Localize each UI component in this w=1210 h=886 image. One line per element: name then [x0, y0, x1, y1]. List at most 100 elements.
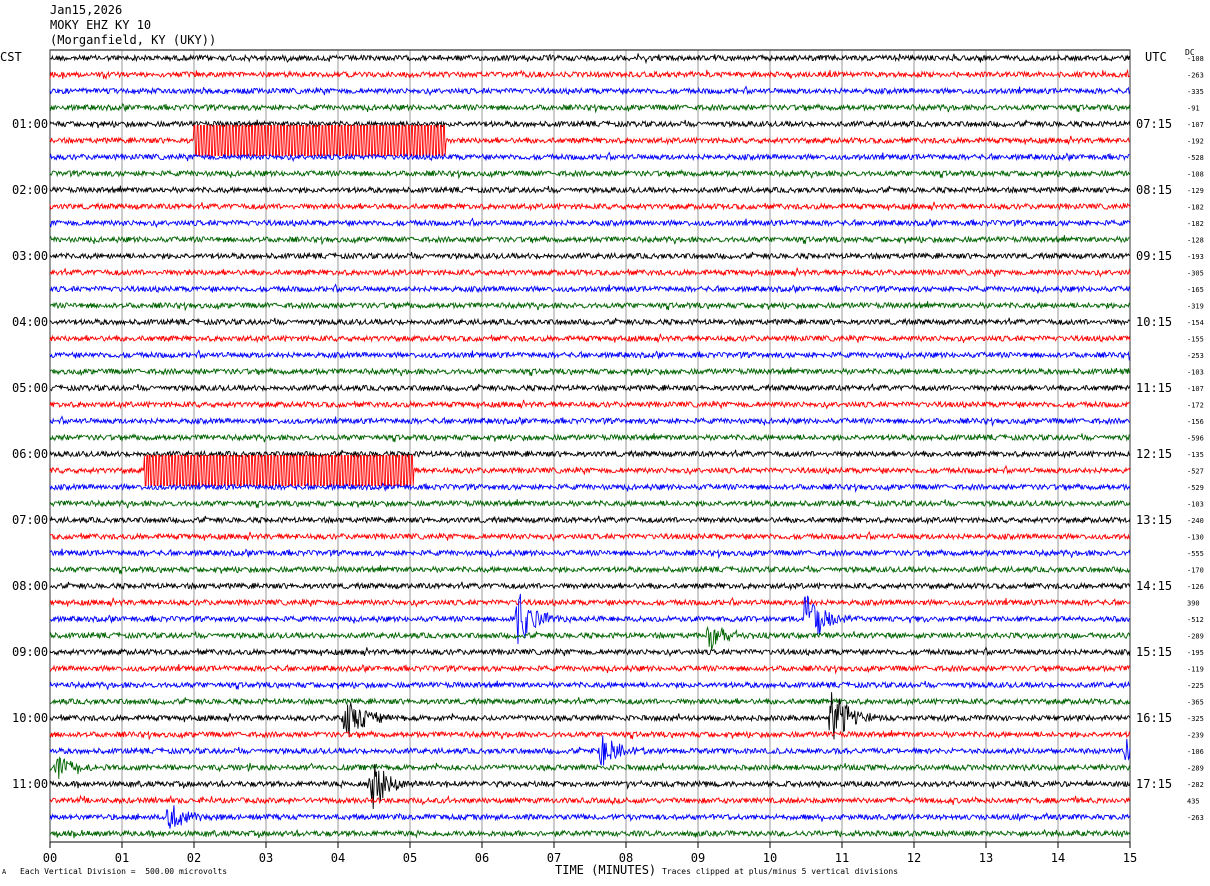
cst-hour-label: 07:00	[12, 513, 48, 527]
trace-row-16	[49, 317, 1131, 327]
dc-offset-20: -107	[1187, 385, 1204, 393]
trace-row-21	[49, 399, 1130, 410]
cst-hour-label: 02:00	[12, 183, 48, 197]
trace-row-27	[49, 499, 1131, 509]
minute-gridlines	[49, 50, 1131, 848]
x-tick-label-10: 10	[763, 851, 777, 865]
dc-offset-6: -528	[1187, 154, 1204, 162]
dc-offset-44: -282	[1187, 781, 1204, 789]
station-label: MOKY EHZ KY 10	[50, 18, 152, 32]
utc-label: UTC	[1145, 50, 1167, 64]
cst-hour-label: 09:00	[12, 645, 48, 659]
dc-offset-41: -239	[1187, 732, 1204, 740]
trace-row-43	[49, 756, 1131, 779]
dc-offset-23: -596	[1187, 435, 1204, 443]
dc-offset-25: -527	[1187, 468, 1204, 476]
trace-row-44	[49, 763, 1131, 810]
dc-offset-42: -106	[1187, 748, 1204, 756]
dc-offset-33: 390	[1187, 600, 1200, 608]
trace-row-10	[49, 217, 1131, 229]
axis-labels: 00 01 02 03 04 05 06 07 08 09 10 11 12 13 14 15 -108 -263…	[12, 55, 1204, 865]
dc-offset-1: -263	[1187, 72, 1204, 80]
cst-hour-label: 06:00	[12, 447, 48, 461]
dc-offset-9: -182	[1187, 204, 1204, 212]
trace-row-33	[49, 596, 1131, 608]
utc-hour-label: 17:15	[1136, 777, 1172, 791]
dc-label: DC	[1185, 48, 1195, 57]
trace-row-23	[49, 432, 1131, 443]
dc-offset-17: -155	[1187, 336, 1204, 344]
dc-offset-21: -172	[1187, 402, 1204, 410]
trace-row-4	[49, 119, 1131, 129]
dc-offset-37: -119	[1187, 666, 1204, 674]
x-tick-label-04: 04	[331, 851, 345, 865]
trace-row-17	[49, 333, 1131, 344]
trace-row-11	[49, 234, 1131, 246]
x-axis-title: TIME (MINUTES)	[555, 863, 657, 877]
trace-row-47	[49, 828, 1131, 839]
trace-row-42	[49, 735, 1131, 766]
cst-hour-label: 08:00	[12, 579, 48, 593]
dc-offset-22: -156	[1187, 418, 1204, 426]
dc-offset-2: -335	[1187, 88, 1204, 96]
dc-offset-29: -130	[1187, 534, 1204, 542]
x-tick-label-07: 07	[547, 851, 561, 865]
x-tick-label-02: 02	[187, 851, 201, 865]
dc-offset-8: -129	[1187, 187, 1204, 195]
x-tick-label-00: 00	[43, 851, 57, 865]
trace-row-7	[49, 168, 1131, 180]
x-tick-label-13: 13	[979, 851, 993, 865]
dc-offset-19: -103	[1187, 369, 1204, 377]
trace-row-35	[49, 625, 1131, 651]
dc-offset-24: -135	[1187, 451, 1204, 459]
utc-hour-label: 14:15	[1136, 579, 1172, 593]
dc-offset-28: -240	[1187, 517, 1204, 525]
trace-row-38	[49, 680, 1131, 690]
plot-frame	[49, 49, 1131, 843]
dc-offset-0: -108	[1187, 55, 1204, 63]
cst-hour-label: 04:00	[12, 315, 48, 329]
trace-group	[49, 53, 1131, 839]
trace-row-46	[49, 805, 1131, 829]
cst-hour-label: 11:00	[12, 777, 48, 791]
dc-offset-39: -365	[1187, 699, 1204, 707]
trace-row-5	[49, 125, 1131, 156]
dc-offset-15: -319	[1187, 303, 1204, 311]
trace-row-24	[49, 449, 1131, 459]
trace-row-26	[49, 482, 1131, 494]
cst-hour-label: 05:00	[12, 381, 48, 395]
trace-row-41	[49, 729, 1131, 741]
x-tick-label-15: 15	[1123, 851, 1137, 865]
dc-offset-3: -91	[1187, 105, 1200, 113]
trace-row-15	[49, 300, 1131, 312]
trace-row-19	[49, 366, 1131, 377]
dc-offset-40: -325	[1187, 715, 1204, 723]
trace-row-30	[49, 548, 1131, 560]
x-tick-label-03: 03	[259, 851, 273, 865]
dc-offset-13: -305	[1187, 270, 1204, 278]
x-tick-label-08: 08	[619, 851, 633, 865]
trace-row-22	[49, 415, 1131, 428]
cst-hour-label: 01:00	[12, 117, 48, 131]
dc-offset-35: -289	[1187, 633, 1204, 641]
trace-row-20	[49, 383, 1131, 393]
dc-offset-26: -529	[1187, 484, 1204, 492]
dc-offset-27: -103	[1187, 501, 1204, 509]
dc-offset-31: -170	[1187, 567, 1204, 575]
dc-offset-10: -182	[1187, 220, 1204, 228]
location-label: (Morganfield, KY (UKY))	[50, 33, 217, 47]
x-tick-label-06: 06	[475, 851, 489, 865]
dc-offset-7: -108	[1187, 171, 1204, 179]
dc-offset-32: -126	[1187, 583, 1204, 591]
utc-hour-label: 10:15	[1136, 315, 1172, 329]
trace-row-32	[49, 581, 1131, 591]
trace-row-37	[49, 663, 1131, 675]
trace-row-34	[49, 593, 1131, 645]
trace-row-8	[49, 185, 1131, 195]
dc-offset-36: -195	[1187, 649, 1204, 657]
trace-row-39	[49, 697, 1131, 707]
corner-mark: A	[2, 868, 7, 876]
utc-hour-label: 13:15	[1136, 513, 1172, 527]
utc-hour-label: 09:15	[1136, 249, 1172, 263]
trace-row-14	[49, 283, 1131, 294]
